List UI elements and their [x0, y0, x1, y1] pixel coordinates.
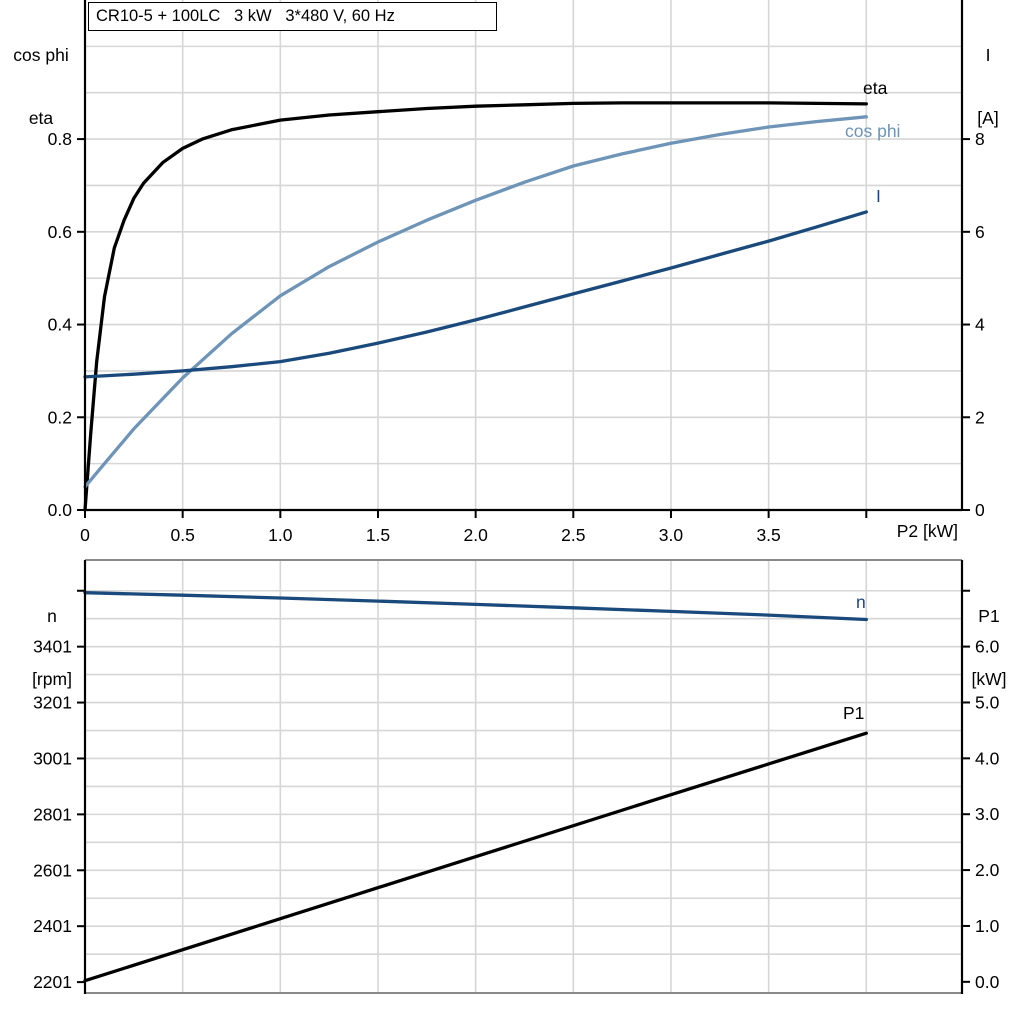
left-tick-label: 2601: [33, 860, 72, 880]
bottom-right-axis-header-line2: [kW]: [971, 669, 1007, 689]
top-right-axis-header-line2: [A]: [977, 108, 999, 128]
curve-cos-phi: [83, 115, 868, 489]
top-left-axis-header-line2: eta: [28, 108, 54, 128]
right-tick-label: 8: [975, 129, 985, 149]
top-left-axis-header-line1: cos phi: [13, 45, 69, 65]
eta-curve-label: eta: [863, 78, 888, 98]
curve-eta: [83, 101, 868, 512]
left-tick-label: 0.0: [48, 500, 73, 520]
x-tick-label: 0.5: [170, 525, 194, 545]
left-tick-label: 0.2: [48, 407, 72, 427]
curve-i: [83, 210, 868, 379]
right-tick-label: 0: [975, 500, 985, 520]
bottom-left-axis-header-line1: n: [47, 606, 57, 626]
right-tick-label: 1.0: [975, 916, 1000, 936]
right-tick-label: 6: [975, 222, 985, 242]
curve-p1: [83, 731, 868, 983]
x-tick-label: 3.5: [756, 525, 780, 545]
right-tick-label: 4.0: [975, 748, 1000, 768]
top-right-axis-header-line1: I: [985, 45, 991, 65]
right-tick-label: 2: [975, 407, 985, 427]
x-tick-label: 2.0: [463, 525, 488, 545]
x-tick-label: 1.0: [268, 525, 293, 545]
left-tick-label: 0.8: [48, 129, 72, 149]
left-tick-label: 3201: [33, 693, 72, 713]
right-tick-label: 6.0: [975, 637, 1000, 657]
bottom-right-axis-header: P1 [kW]: [958, 564, 1020, 732]
top-x-axis-label: P2 [kW]: [896, 521, 958, 541]
x-tick-label: 0: [80, 525, 90, 545]
current-curve-label: I: [876, 186, 881, 206]
right-tick-label: 0.0: [975, 972, 1000, 992]
left-tick-label: 2801: [33, 804, 72, 824]
cos-phi-curve-label: cos phi: [845, 121, 901, 141]
right-tick-label: 5.0: [975, 692, 1000, 712]
p1-curve-label: P1: [843, 703, 865, 723]
top-right-axis-header: I [A]: [958, 3, 1018, 171]
chart-title: CR10-5 + 100LC 3 kW 3*480 V, 60 Hz: [88, 2, 497, 31]
top-left-axis-header: cos phi eta: [0, 3, 82, 171]
speed-curve-label: n: [856, 592, 866, 612]
x-tick-label: 3.0: [659, 525, 684, 545]
left-tick-label: 3001: [33, 748, 72, 768]
bottom-left-axis-header: n [rpm]: [20, 564, 84, 732]
right-tick-label: 3.0: [975, 804, 1000, 824]
curve-n: [83, 591, 868, 622]
right-tick-label: 4: [975, 315, 985, 335]
right-tick-label: 2.0: [975, 860, 1000, 880]
bottom-right-axis-header-line1: P1: [978, 606, 1000, 626]
left-tick-label: 2401: [33, 916, 72, 936]
left-tick-label: 3401: [33, 637, 72, 657]
x-tick-label: 1.5: [366, 525, 390, 545]
bottom-left-axis-header-line2: [rpm]: [32, 669, 72, 689]
left-tick-label: 0.6: [48, 222, 72, 242]
x-tick-label: 2.5: [561, 525, 585, 545]
left-tick-label: 2201: [33, 972, 72, 992]
left-tick-label: 0.4: [48, 315, 73, 335]
